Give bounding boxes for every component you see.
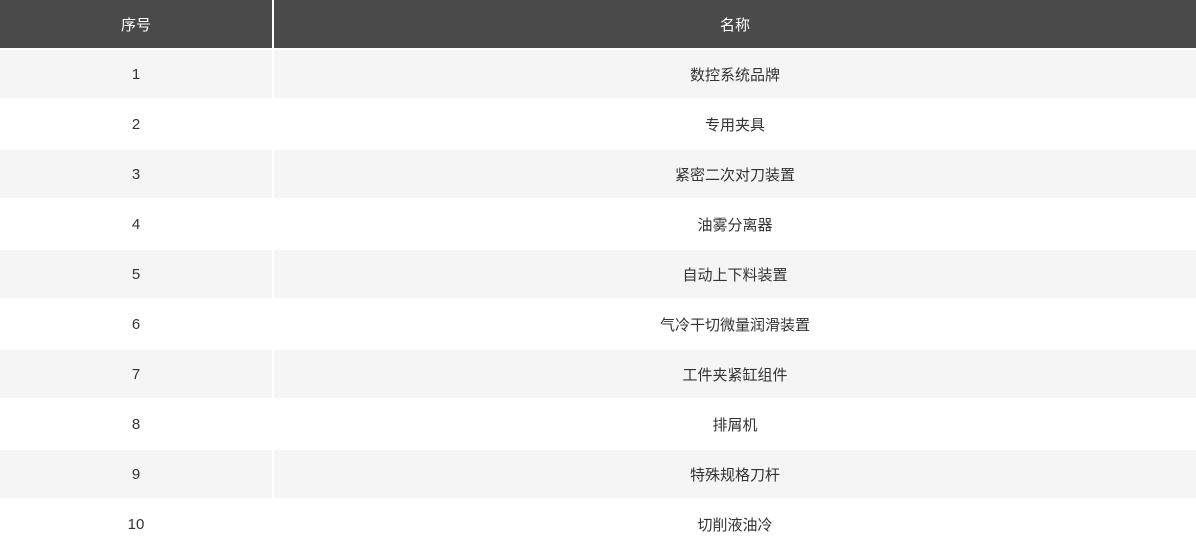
table-row: 2 专用夹具 [0,100,1196,150]
cell-name: 特殊规格刀杆 [274,450,1196,500]
header-cell-index: 序号 [0,0,274,50]
table-row: 6 气冷干切微量润滑装置 [0,300,1196,350]
table-row: 7 工件夹紧缸组件 [0,350,1196,400]
cell-name: 切削液油冷 [274,500,1196,550]
table-row: 10 切削液油冷 [0,500,1196,550]
cell-name: 紧密二次对刀装置 [274,150,1196,200]
cell-name: 油雾分离器 [274,200,1196,250]
table-row: 5 自动上下料装置 [0,250,1196,300]
cell-name: 排屑机 [274,400,1196,450]
cell-name: 工件夹紧缸组件 [274,350,1196,400]
header-row: 序号 名称 [0,0,1196,50]
cell-name: 专用夹具 [274,100,1196,150]
table-row: 9 特殊规格刀杆 [0,450,1196,500]
cell-name: 气冷干切微量润滑装置 [274,300,1196,350]
table-body: 1 数控系统品牌 2 专用夹具 3 紧密二次对刀装置 4 油雾分离器 5 自动上… [0,50,1196,550]
table-row: 1 数控系统品牌 [0,50,1196,100]
cell-name: 自动上下料装置 [274,250,1196,300]
table-header: 序号 名称 [0,0,1196,50]
header-cell-name: 名称 [274,0,1196,50]
cell-index: 9 [0,450,274,500]
cell-index: 4 [0,200,274,250]
cell-index: 10 [0,500,274,550]
table-row: 4 油雾分离器 [0,200,1196,250]
cell-index: 3 [0,150,274,200]
cell-index: 5 [0,250,274,300]
table-row: 3 紧密二次对刀装置 [0,150,1196,200]
cell-name: 数控系统品牌 [274,50,1196,100]
cell-index: 7 [0,350,274,400]
cell-index: 1 [0,50,274,100]
cell-index: 8 [0,400,274,450]
table-row: 8 排屑机 [0,400,1196,450]
cell-index: 6 [0,300,274,350]
cell-index: 2 [0,100,274,150]
